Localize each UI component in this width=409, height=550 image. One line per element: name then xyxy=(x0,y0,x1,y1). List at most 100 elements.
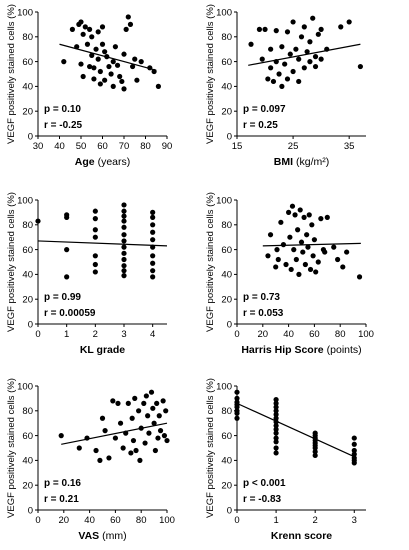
data-point xyxy=(150,229,156,235)
data-point xyxy=(145,413,151,419)
data-point xyxy=(108,71,114,77)
data-point xyxy=(102,428,108,434)
chart-panel-2: 0 20 40 60 80 100 15 25 35 VEGF positively staine… xyxy=(205,4,366,168)
data-point xyxy=(121,268,127,274)
data-point xyxy=(292,212,298,218)
data-point xyxy=(92,234,98,240)
data-point xyxy=(125,14,131,20)
r-value-label: r = -0.25 xyxy=(44,120,83,131)
data-point xyxy=(92,253,98,259)
y-axis-label: VEGF positively stained cells (%) xyxy=(205,192,216,332)
data-point xyxy=(133,447,139,454)
r-value-label: r = -0.83 xyxy=(243,494,282,505)
y-tick-label: 20 xyxy=(221,107,232,118)
data-point xyxy=(92,216,98,222)
x-tick-label: 80 xyxy=(136,515,147,526)
p-value-label: p = 0.097 xyxy=(243,104,286,115)
data-point xyxy=(150,253,156,259)
data-point xyxy=(136,408,142,414)
data-point xyxy=(92,208,98,214)
data-point xyxy=(315,31,321,37)
data-point xyxy=(35,218,41,224)
data-point xyxy=(121,232,127,238)
data-point xyxy=(318,216,324,222)
data-point xyxy=(305,244,311,250)
data-point xyxy=(312,63,319,70)
data-point xyxy=(273,415,279,421)
data-point xyxy=(335,256,341,263)
data-point xyxy=(78,19,84,25)
data-point xyxy=(273,439,279,445)
data-point xyxy=(121,202,127,208)
y-tick-label: 40 xyxy=(221,270,232,281)
y-tick-label: 80 xyxy=(22,220,33,231)
y-tick-label: 0 xyxy=(28,319,33,330)
data-point xyxy=(273,430,279,436)
data-point xyxy=(117,73,123,80)
x-tick-label: 20 xyxy=(258,329,269,340)
data-point xyxy=(296,56,302,62)
chart-panel-1: 0 20 40 60 80 100 30 40 50 60 70 80 90 VEGF positivel… xyxy=(6,4,172,168)
data-point xyxy=(256,26,263,32)
data-point xyxy=(311,237,317,243)
data-point xyxy=(69,26,75,32)
data-point xyxy=(338,24,344,30)
p-value-label: p < 0.001 xyxy=(243,478,286,489)
data-point xyxy=(273,408,279,414)
x-axis-label: Age (years) xyxy=(75,156,131,168)
data-point xyxy=(61,59,67,65)
x-tick-label: 4 xyxy=(150,329,155,340)
data-point xyxy=(80,73,86,80)
y-tick-label: 80 xyxy=(22,32,33,43)
data-point xyxy=(301,65,307,71)
r-value-label: r = 0.21 xyxy=(44,494,79,505)
y-tick-label: 100 xyxy=(216,7,232,18)
data-point xyxy=(300,249,306,255)
data-point xyxy=(152,447,158,454)
data-point xyxy=(273,28,279,34)
x-axis-unit: (mm) xyxy=(102,530,127,542)
data-point xyxy=(346,19,352,25)
data-point xyxy=(164,437,170,444)
data-point xyxy=(106,63,112,70)
data-point xyxy=(110,59,116,65)
x-tick-label: 2 xyxy=(93,329,98,340)
data-point xyxy=(351,447,357,454)
data-point xyxy=(274,247,280,253)
x-axis-label: Krenn score xyxy=(271,530,332,542)
data-point xyxy=(121,238,127,244)
data-point xyxy=(87,26,93,32)
data-point xyxy=(150,209,156,215)
data-point xyxy=(234,410,240,416)
x-tick-label: 40 xyxy=(54,141,65,152)
x-axis-label: Harris Hip Score (points) xyxy=(241,344,361,356)
data-point xyxy=(282,61,288,67)
x-tick-label: 0 xyxy=(35,515,40,526)
data-point xyxy=(283,261,289,268)
y-tick-label: 100 xyxy=(17,195,33,206)
data-point xyxy=(259,56,265,62)
y-axis-label: VEGF positively stained cells (%) xyxy=(6,378,17,518)
r-value-label: r = 0.00059 xyxy=(44,308,96,319)
data-point xyxy=(273,411,279,418)
x-tick-label: 0 xyxy=(35,329,40,340)
data-point xyxy=(284,76,291,82)
data-point xyxy=(137,457,143,463)
data-point xyxy=(310,253,316,259)
x-tick-label: 15 xyxy=(232,141,243,152)
data-point xyxy=(273,426,279,432)
data-point xyxy=(290,19,296,25)
data-point xyxy=(234,389,240,395)
data-point xyxy=(351,435,357,441)
x-axis-label: KL grade xyxy=(80,344,125,356)
x-axis-title: VAS xyxy=(78,530,99,542)
y-tick-label: 80 xyxy=(221,32,232,43)
x-tick-label: 35 xyxy=(344,141,355,152)
data-point xyxy=(234,395,240,401)
data-point xyxy=(115,400,121,406)
data-point xyxy=(324,214,330,220)
data-point xyxy=(290,68,296,75)
data-point xyxy=(273,400,279,406)
p-value-label: p = 0.99 xyxy=(44,292,81,303)
